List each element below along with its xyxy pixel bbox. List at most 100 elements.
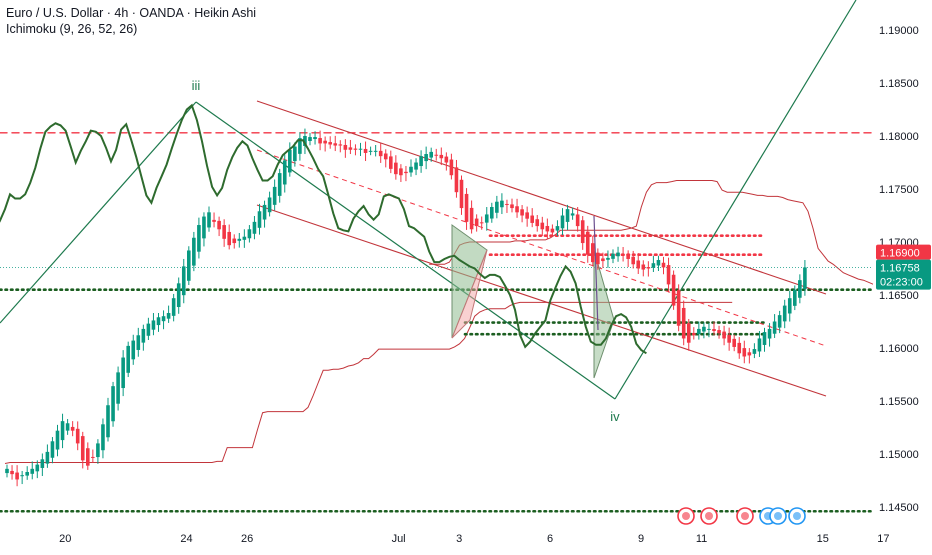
last-price-badge[interactable] xyxy=(876,259,931,290)
candle-body xyxy=(308,137,312,141)
candle-body xyxy=(394,162,398,175)
candle-body xyxy=(106,405,110,438)
candle-body xyxy=(25,472,29,476)
candle-body xyxy=(368,150,373,152)
candles-layer xyxy=(5,128,807,487)
candle-body xyxy=(469,207,474,230)
time-tick-label: 9 xyxy=(638,533,644,545)
price-axis[interactable]: 1.190001.185001.180001.175001.170001.165… xyxy=(873,0,932,550)
candle-body xyxy=(500,200,504,208)
candle-body xyxy=(692,332,696,336)
candle-body xyxy=(136,335,141,350)
candle-body xyxy=(666,265,671,285)
candle-body xyxy=(192,237,196,266)
candle-body xyxy=(272,186,277,205)
events-layer[interactable] xyxy=(677,507,806,525)
candle-body xyxy=(197,225,201,252)
candle-body xyxy=(560,215,565,229)
candle-body xyxy=(45,451,50,464)
candle-body xyxy=(288,149,292,173)
indicator-legend[interactable]: Ichimoku (9, 26, 52, 26) xyxy=(6,22,138,36)
candle-body xyxy=(484,214,489,223)
candle-body xyxy=(86,448,90,466)
candle-body xyxy=(419,156,423,167)
candle-body xyxy=(293,146,297,162)
tenkan-sen-line xyxy=(0,103,647,355)
candle-body xyxy=(752,349,757,354)
channel-upper-line[interactable] xyxy=(256,100,827,295)
candle-body xyxy=(641,264,646,270)
candle-body xyxy=(212,219,216,222)
wave-line-iii-iv[interactable] xyxy=(195,101,616,400)
candle-body xyxy=(161,316,166,322)
candle-body xyxy=(697,328,701,335)
channel-lower-line[interactable] xyxy=(256,204,827,397)
triangle-pattern[interactable] xyxy=(593,249,615,379)
candle-body xyxy=(35,464,40,472)
candle-body xyxy=(15,472,19,480)
candle-body xyxy=(429,151,433,158)
candle-body xyxy=(444,156,449,163)
candle-body xyxy=(787,298,792,314)
candle-body xyxy=(91,456,95,458)
candle-body xyxy=(545,225,550,232)
candle-body xyxy=(439,154,444,159)
candle-body xyxy=(257,211,262,228)
candle-body xyxy=(222,225,226,239)
candle-body xyxy=(707,328,711,330)
candle-body xyxy=(757,338,762,352)
time-tick-label: 15 xyxy=(817,533,829,545)
candle-body xyxy=(10,470,14,475)
wave-labels-layer: iii iv xyxy=(192,78,621,424)
candle-body xyxy=(601,258,605,262)
price-badge-text: 1.16758 xyxy=(880,263,920,275)
wave-line-ii-iii[interactable] xyxy=(0,101,197,324)
price-tick-label: 1.18500 xyxy=(879,78,919,90)
candle-body xyxy=(262,204,267,220)
candle-body xyxy=(621,254,625,256)
candle-body xyxy=(237,238,242,241)
time-tick-label: 11 xyxy=(696,533,707,545)
candle-body xyxy=(187,250,191,281)
candle-body xyxy=(181,266,186,296)
time-axis[interactable]: 202426Jul36911151720232529 xyxy=(59,533,932,545)
channel-mid-line[interactable] xyxy=(256,149,827,347)
wave-label: iii xyxy=(192,78,201,93)
candle-body xyxy=(591,243,595,263)
candle-body xyxy=(772,321,777,334)
target-price-badge[interactable] xyxy=(876,244,931,260)
event-flag-dot xyxy=(774,512,782,520)
candle-body xyxy=(686,323,691,343)
candle-body xyxy=(464,193,469,222)
candle-body xyxy=(121,357,125,389)
symbol-title[interactable]: Euro / U.S. Dollar · 4h · OANDA · Heikin… xyxy=(6,6,257,20)
candle-body xyxy=(409,166,413,173)
tenkan-layer xyxy=(0,103,647,355)
candle-body xyxy=(55,430,60,450)
candle-body xyxy=(520,209,524,216)
price-tick-label: 1.15500 xyxy=(879,396,919,408)
price-tick-label: 1.15000 xyxy=(879,449,919,461)
candle-body xyxy=(60,421,65,441)
candle-body xyxy=(793,289,797,306)
candle-body xyxy=(737,342,742,354)
ichimoku-cloud-layer xyxy=(4,180,894,464)
candle-body xyxy=(242,236,247,240)
time-tick-label: Jul xyxy=(392,533,406,545)
candle-body xyxy=(616,252,620,257)
candle-body xyxy=(313,137,317,140)
wave-line-iv-v[interactable] xyxy=(614,0,857,400)
time-tick-label: 20 xyxy=(59,533,71,545)
senkou-span-a-line xyxy=(429,180,894,291)
candle-body xyxy=(459,179,464,209)
candle-body xyxy=(202,216,206,239)
candle-body xyxy=(116,372,120,404)
candle-body xyxy=(65,423,70,431)
candle-body xyxy=(626,254,630,259)
candle-body xyxy=(651,263,656,268)
candle-body xyxy=(353,148,358,150)
candle-body xyxy=(732,338,736,347)
candle-body xyxy=(505,203,509,205)
